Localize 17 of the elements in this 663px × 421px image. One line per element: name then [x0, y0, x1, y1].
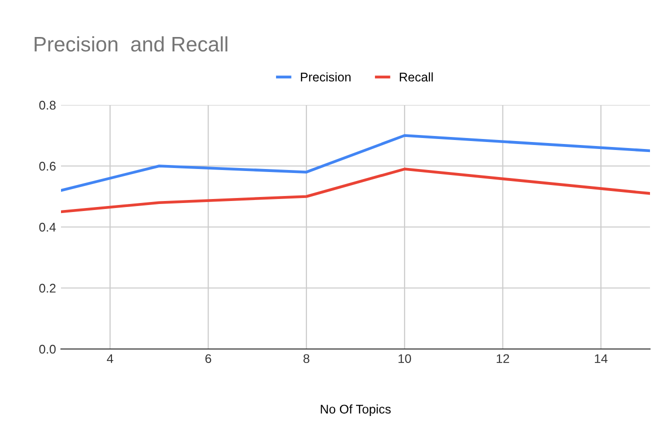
y-tick-label: 0.0	[39, 344, 56, 354]
x-tick-label: 4	[106, 354, 114, 363]
y-tick-label: 0.4	[39, 222, 56, 232]
x-tick-label: 10	[398, 354, 412, 364]
line-series	[61, 134, 650, 192]
legend-label: Recall	[400, 72, 433, 82]
legend-label: Precision	[300, 72, 351, 82]
x-axis-title: No Of Topics	[320, 404, 391, 416]
x-tick-label: 6	[205, 354, 212, 364]
chart-title: Precision and Recall	[34, 36, 228, 52]
y-tick-label: 0.2	[39, 284, 56, 293]
x-tick-label: 14	[594, 354, 608, 363]
line-series	[61, 168, 650, 214]
x-tick-label: 12	[496, 354, 510, 363]
x-tick-label: 8	[303, 354, 310, 364]
y-tick-label: 0.8	[39, 100, 56, 110]
y-tick-label: 0.6	[39, 162, 56, 171]
